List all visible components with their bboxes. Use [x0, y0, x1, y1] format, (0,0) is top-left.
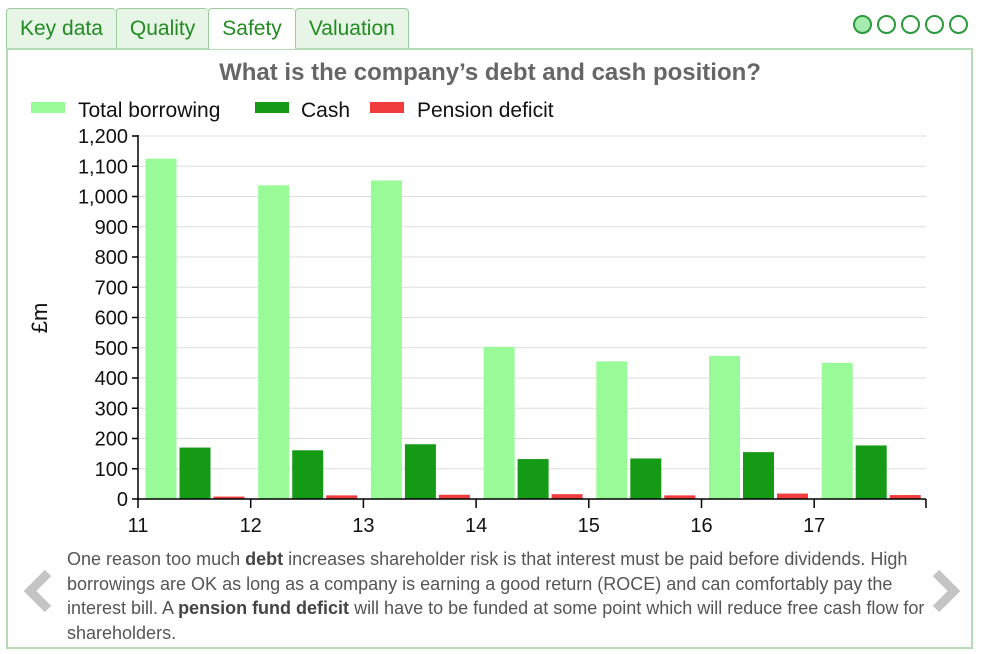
bar-cash [743, 452, 774, 499]
bar-total-borrowing [258, 185, 290, 499]
chevron-right-icon [932, 569, 961, 613]
legend-swatch-total-borrowing [31, 102, 65, 113]
next-button[interactable] [928, 569, 964, 613]
bar-pension-deficit [213, 496, 245, 499]
legend-label-total-borrowing: Total borrowing [78, 99, 220, 122]
chevron-left-icon [23, 569, 52, 613]
legend-label-cash: Cash [301, 99, 350, 122]
caption-text-3: will have to be funded at some point whi… [67, 598, 925, 643]
y-tick-label: 500 [95, 338, 128, 360]
bar-cash [630, 458, 662, 499]
x-tick-label: 15 [578, 515, 600, 537]
chart-legend: Total borrowing Cash Pension deficit [31, 99, 554, 122]
page-dot-5[interactable] [949, 15, 968, 34]
y-tick-label: 900 [95, 217, 128, 239]
legend-swatch-cash [255, 102, 289, 113]
bar-pension-deficit [551, 494, 583, 499]
bar-pension-deficit [889, 495, 921, 499]
bar-total-borrowing [145, 158, 177, 499]
y-tick-label: 200 [95, 429, 128, 451]
bar-pension-deficit [326, 495, 358, 499]
caption-text-1: One reason too much [67, 549, 246, 569]
y-tick-label: 0 [117, 489, 128, 511]
y-tick-label: 600 [95, 308, 128, 330]
y-tick-label: 1,000 [78, 187, 128, 209]
bar-cash [292, 450, 324, 499]
bar-total-borrowing [709, 355, 740, 499]
chart-bars [145, 158, 921, 499]
legend-swatch-pension-deficit [370, 102, 404, 113]
y-tick-label: 300 [95, 398, 128, 420]
x-tick-label: 12 [240, 515, 262, 537]
bar-total-borrowing [483, 346, 515, 499]
x-tick-label: 17 [803, 515, 825, 537]
bar-cash [855, 445, 887, 499]
page-dot-2[interactable] [877, 15, 896, 34]
page-dot-1[interactable] [853, 15, 872, 34]
x-tick-label: 13 [352, 515, 374, 537]
page-indicator [853, 15, 968, 34]
tab-safety[interactable]: Safety [208, 8, 295, 49]
x-tick-label: 16 [690, 515, 712, 537]
bar-cash [404, 444, 436, 499]
caption-text-2: increases shareholder risk is that inter… [67, 549, 908, 618]
legend-label-pension-deficit: Pension deficit [417, 99, 554, 122]
y-tick-label: 400 [95, 368, 128, 390]
tab-bar: Key data Quality Safety Valuation [6, 8, 409, 49]
page-dot-4[interactable] [925, 15, 944, 34]
y-tick-label: 100 [95, 459, 128, 481]
page-dot-3[interactable] [901, 15, 920, 34]
bar-cash [179, 447, 211, 499]
x-tick-label: 14 [465, 515, 487, 537]
prev-button[interactable] [20, 569, 56, 613]
caption-bold-debt: debt [245, 549, 284, 569]
y-tick-label: 1,100 [78, 156, 128, 178]
debt-cash-chart: What is the company’s debt and cash posi… [27, 59, 927, 537]
explanation-text: One reason too much debt increases share… [67, 547, 927, 645]
y-tick-label: 1,200 [78, 126, 128, 148]
tab-quality[interactable]: Quality [115, 8, 209, 48]
chart-gridlines [138, 135, 926, 470]
y-tick-label: 800 [95, 247, 128, 269]
y-tick-label: 700 [95, 277, 128, 299]
tab-valuation[interactable]: Valuation [294, 8, 409, 48]
bar-total-borrowing [821, 362, 853, 499]
bar-pension-deficit [664, 495, 696, 499]
bar-cash [517, 459, 549, 499]
chart-title: What is the company’s debt and cash posi… [219, 59, 761, 86]
bar-total-borrowing [370, 180, 402, 499]
tab-key-data[interactable]: Key data [6, 8, 116, 48]
bar-pension-deficit [438, 494, 470, 499]
y-axis-label: £m [27, 303, 52, 334]
chart-axes: 0 100 200 300 400 500 600 700 800 900 1,000 1,100 1,… [78, 126, 927, 537]
bar-total-borrowing [596, 361, 628, 499]
caption-bold-pension: pension fund deficit [178, 598, 350, 618]
x-tick-label: 11 [128, 515, 149, 537]
bar-pension-deficit [777, 493, 808, 499]
